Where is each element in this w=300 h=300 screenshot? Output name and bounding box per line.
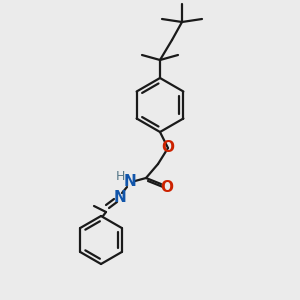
Text: N: N (124, 175, 136, 190)
Text: O: O (160, 181, 173, 196)
Text: N: N (114, 190, 126, 206)
Text: O: O (161, 140, 175, 155)
Text: H: H (115, 169, 125, 182)
